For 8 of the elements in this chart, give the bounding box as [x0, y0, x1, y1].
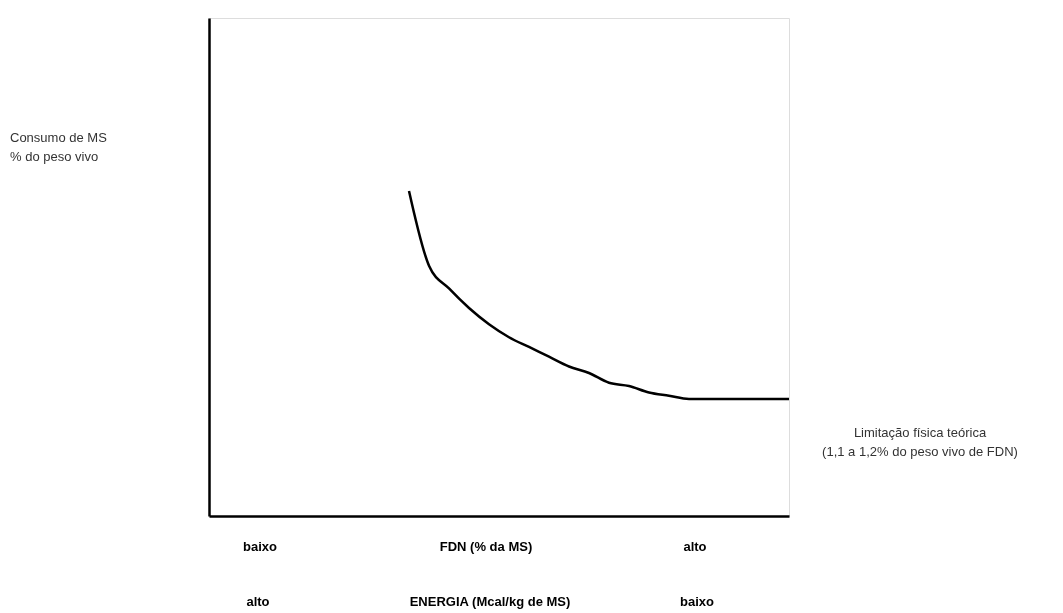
text: Consumo de MS % do peso vivo [10, 130, 108, 164]
text: alto [683, 539, 707, 554]
text: baixo [680, 594, 715, 609]
text: baixo [243, 539, 278, 554]
text: ENERGIA (Mcal/kg de MS) [409, 594, 571, 609]
text: alto [246, 594, 270, 609]
x-axis-title: FDN (% da MS) [439, 539, 533, 554]
text: Limitação física teórica (1,1 a 1,2% do peso vivo de FDN) [822, 425, 1018, 459]
